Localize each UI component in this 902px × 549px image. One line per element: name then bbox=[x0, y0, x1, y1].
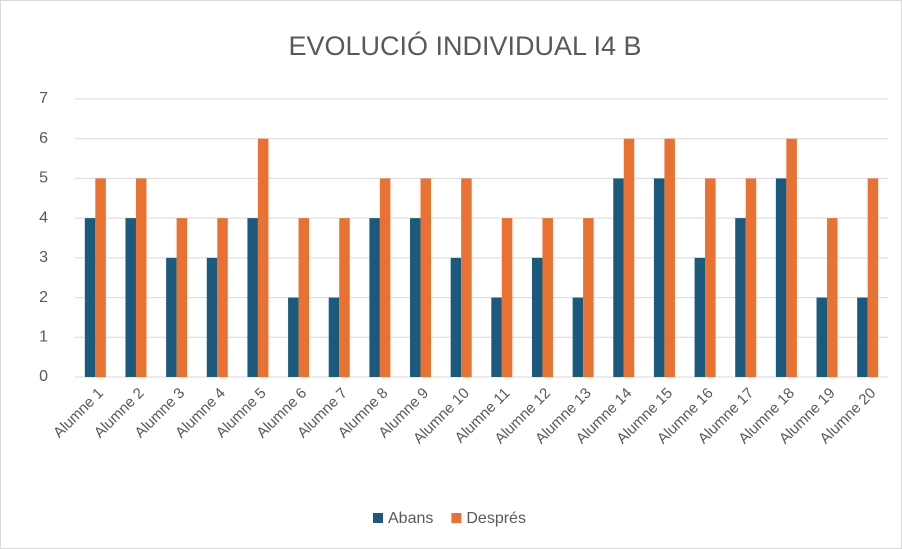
legend-label: Després bbox=[466, 510, 526, 527]
bar bbox=[379, 178, 391, 377]
legend-swatch bbox=[373, 513, 383, 523]
bar bbox=[735, 218, 746, 377]
y-tick-label: 6 bbox=[39, 130, 48, 147]
bar bbox=[95, 178, 106, 377]
chart-title: EVOLUCIÓ INDIVIDUAL I4 B bbox=[288, 30, 641, 61]
legend-label: Abans bbox=[388, 510, 433, 527]
bar bbox=[827, 218, 838, 377]
bar bbox=[247, 218, 258, 377]
bar bbox=[125, 218, 136, 377]
bar bbox=[613, 178, 624, 377]
y-tick-label: 1 bbox=[39, 329, 48, 346]
y-tick-label: 5 bbox=[39, 170, 48, 187]
bar bbox=[420, 178, 432, 377]
bar bbox=[288, 297, 299, 377]
bar bbox=[339, 218, 350, 377]
bar bbox=[653, 178, 665, 377]
bar bbox=[867, 178, 879, 377]
bar bbox=[450, 257, 462, 377]
bar bbox=[461, 178, 472, 377]
y-tick-label: 3 bbox=[39, 249, 48, 266]
bar bbox=[206, 257, 218, 377]
bar bbox=[745, 178, 757, 377]
bar bbox=[501, 218, 513, 377]
bar bbox=[257, 138, 269, 377]
bar bbox=[217, 218, 228, 377]
bar bbox=[135, 178, 147, 377]
bar bbox=[786, 138, 797, 377]
y-tick-label: 2 bbox=[39, 289, 48, 306]
bar bbox=[694, 257, 706, 377]
y-tick-label: 4 bbox=[39, 209, 48, 226]
bar bbox=[816, 297, 828, 377]
bar bbox=[298, 218, 310, 377]
bar bbox=[531, 257, 543, 377]
bar bbox=[857, 297, 868, 377]
bar bbox=[623, 138, 635, 377]
y-tick-label: 7 bbox=[39, 90, 48, 107]
bar bbox=[664, 138, 675, 377]
bar bbox=[491, 297, 502, 377]
bar bbox=[705, 178, 716, 377]
bar bbox=[583, 218, 594, 377]
bar bbox=[328, 297, 340, 377]
bar bbox=[369, 218, 380, 377]
y-tick-label: 0 bbox=[39, 368, 48, 385]
bar bbox=[542, 218, 553, 377]
legend-swatch bbox=[451, 513, 462, 523]
bar bbox=[410, 218, 421, 377]
bar bbox=[775, 178, 787, 377]
bar bbox=[166, 257, 177, 377]
bar bbox=[176, 218, 188, 377]
bar bbox=[84, 218, 96, 377]
bar bbox=[572, 297, 584, 377]
